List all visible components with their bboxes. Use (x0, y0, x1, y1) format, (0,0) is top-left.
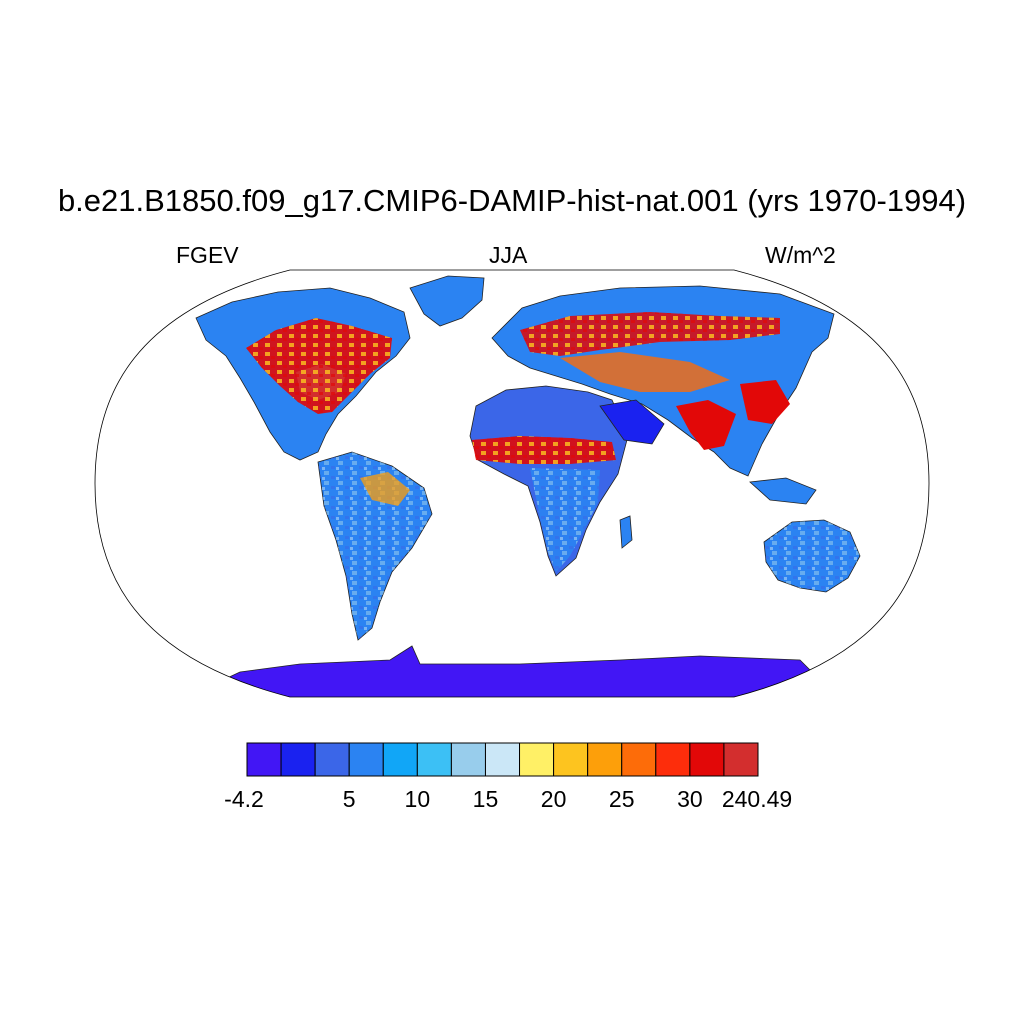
colorbar-box-2 (314, 742, 350, 777)
colorbar-tick-label: 20 (540, 786, 567, 812)
madagascar (619, 515, 633, 549)
colorbar-tick-label: 25 (608, 786, 635, 812)
colorbar-box-1 (280, 742, 316, 777)
colorbar-box-5 (416, 742, 452, 777)
colorbar-box-0 (246, 742, 282, 777)
south-asia-hot (676, 400, 736, 450)
variable-label: FGEV (176, 242, 239, 268)
greenland (409, 275, 485, 327)
arabian-peninsula (599, 399, 665, 445)
map-boundary (94, 269, 930, 698)
antarctica (179, 645, 841, 697)
colorbar-box-12 (655, 742, 691, 777)
colorbar-box-14 (723, 742, 759, 777)
plot-title: b.e21.B1850.f09_g17.CMIP6-DAMIP-hist-nat… (57, 183, 967, 218)
colorbar-tick-label: 5 (342, 786, 356, 812)
maritime-continent (749, 477, 817, 505)
colorbar-box-3 (348, 742, 384, 777)
land-field (179, 275, 861, 697)
colorbar-tick-label: 30 (677, 786, 703, 812)
colorbar-box-7 (484, 742, 521, 777)
colorbar-box-11 (621, 742, 657, 777)
amazon-warm-patches (360, 472, 410, 506)
colorbar-tick-label: -4.2 (224, 786, 264, 812)
colorbar-tick-label: 240.49 (721, 786, 793, 812)
colorbar-box-6 (450, 742, 486, 777)
units-label: W/m^2 (765, 242, 836, 268)
colorbar-box-13 (689, 742, 725, 777)
colorbar-box-10 (587, 742, 623, 777)
colorbar-box-9 (553, 742, 589, 777)
mid-latitude-asia-warm (560, 352, 730, 392)
colorbar-box-8 (519, 742, 555, 777)
east-asia-hot (740, 380, 790, 424)
colorbar-tick-label: 10 (404, 786, 431, 812)
colorbar-tick-label: 15 (472, 786, 499, 812)
season-label: JJA (489, 242, 528, 268)
colorbar-box-4 (382, 742, 418, 777)
